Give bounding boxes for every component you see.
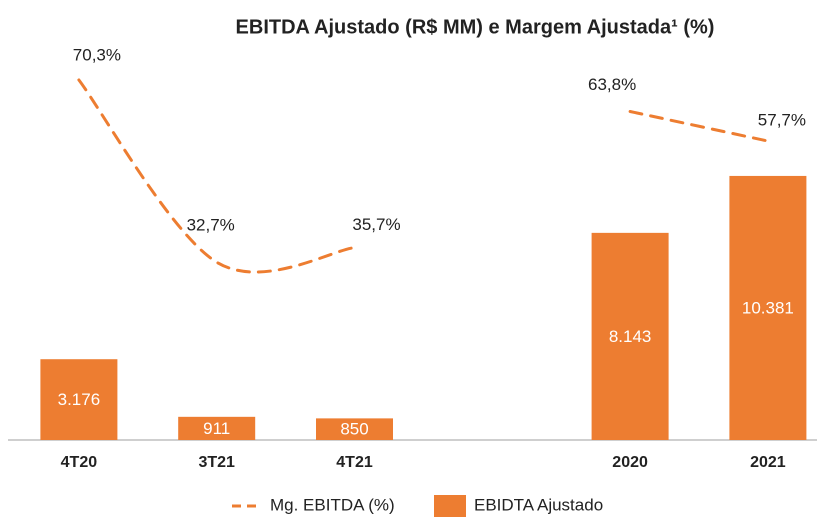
legend-label: Mg. EBITDA (%) <box>270 495 395 514</box>
x-tick-label: 4T20 <box>61 454 98 471</box>
bar <box>178 416 256 440</box>
x-tick-label: 3T21 <box>198 454 235 471</box>
line <box>77 78 770 274</box>
x-tick-label: 2021 <box>750 454 786 471</box>
line-label: 35,7% <box>352 215 400 234</box>
legend-label: EBIDTA Ajustado <box>474 495 603 514</box>
bar-label: 850 <box>340 420 368 439</box>
x-tick-label: 4T21 <box>336 454 373 471</box>
line-label: 63,8% <box>588 75 636 94</box>
bar <box>316 418 393 440</box>
chart-title: EBITDA Ajustado (R$ MM) e Margem Ajustad… <box>236 16 715 38</box>
bar <box>40 359 118 440</box>
legend-swatch-bar <box>434 495 466 517</box>
bar-label: 3.176 <box>58 390 101 409</box>
x-tick-label: 2020 <box>612 454 648 471</box>
legend: Mg. EBITDA (%) EBIDTA Ajustado <box>232 495 603 517</box>
bar <box>729 175 807 440</box>
line-label: 32,7% <box>187 216 235 235</box>
bar <box>591 232 669 440</box>
bar-label: 8.143 <box>609 327 652 346</box>
line-label: 70,3% <box>73 45 121 64</box>
line-label: 57,7% <box>758 111 806 130</box>
bar-label: 10.381 <box>742 298 794 317</box>
bar-label: 911 <box>203 419 230 438</box>
